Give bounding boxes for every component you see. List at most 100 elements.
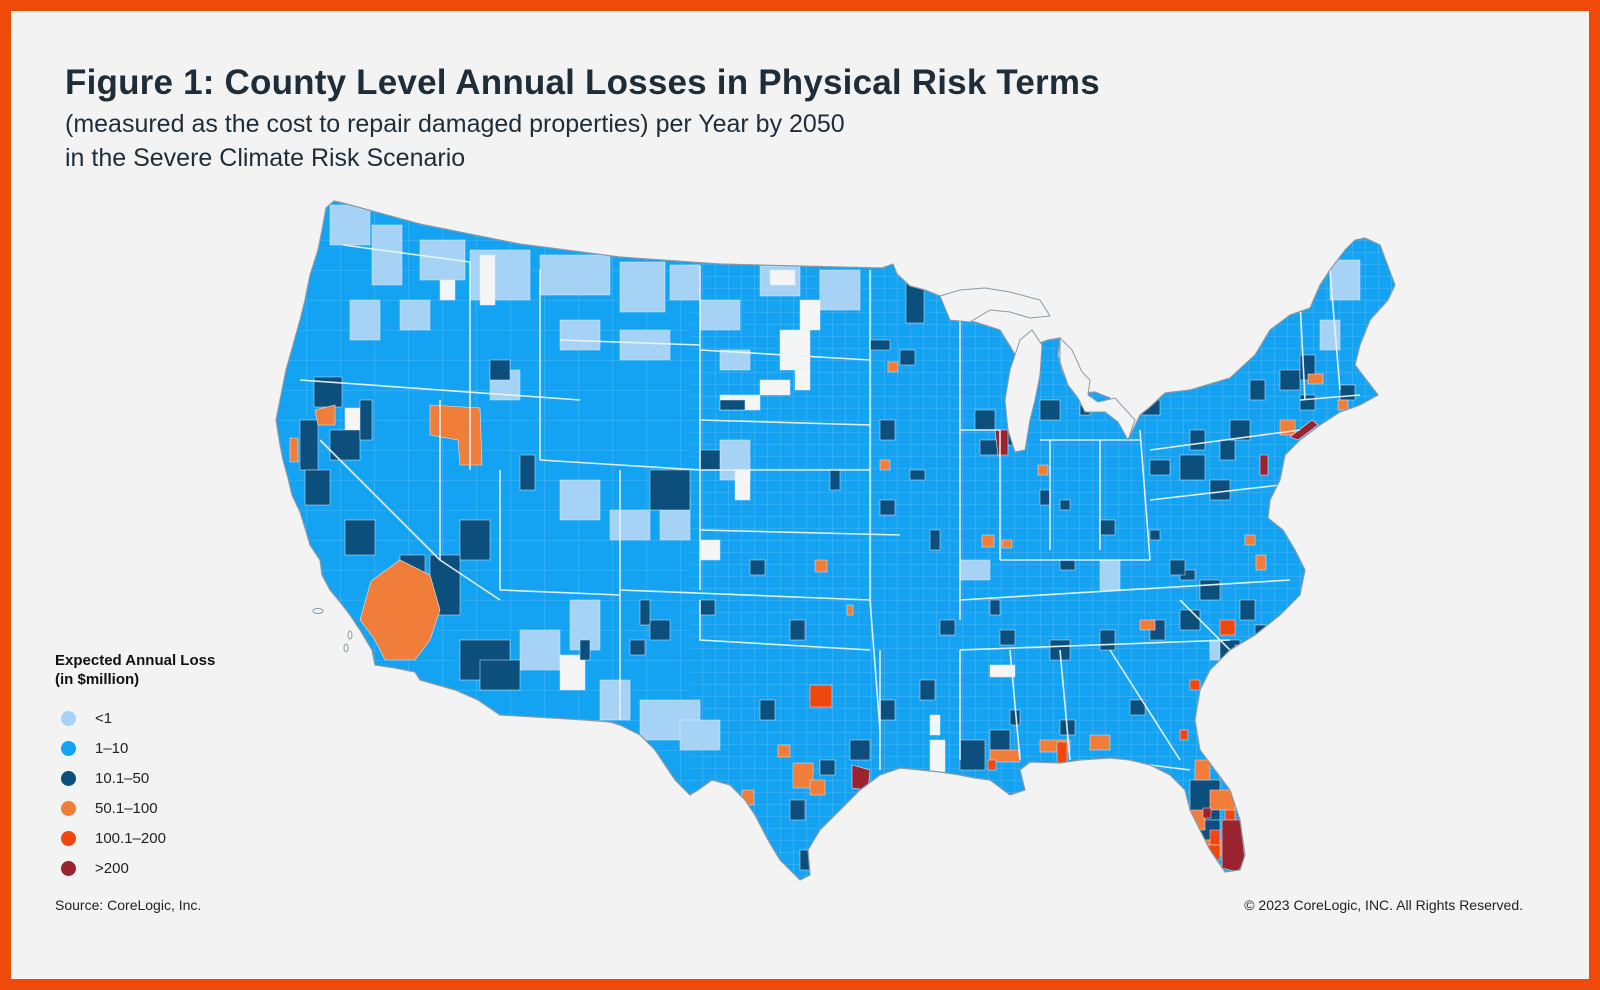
- county-50-100: [1089, 734, 1111, 751]
- county-50-100: [1194, 759, 1211, 781]
- county-gt200-nj: [1259, 454, 1269, 476]
- county-lt1: [819, 269, 861, 311]
- county-lt1: [1329, 259, 1361, 301]
- state-boundary-line: [1149, 429, 1301, 451]
- county-lt1: [619, 261, 666, 313]
- county-no-data: [929, 714, 941, 736]
- us-outline: [275, 200, 1396, 881]
- county-no-data: [439, 279, 456, 301]
- state-boundaries: [299, 244, 1361, 771]
- county-lt1: [349, 299, 381, 341]
- legend-swatch-icon: [61, 800, 76, 816]
- county-50-100: [846, 604, 854, 616]
- county-10-50: [849, 739, 871, 761]
- county-50-100: [1139, 619, 1156, 631]
- county-no-data: [479, 254, 496, 306]
- county-10-50: [479, 659, 521, 691]
- legend-title: Expected Annual Loss (in $million): [55, 651, 215, 689]
- county-lt1: [1229, 699, 1256, 726]
- county-50-100: [1001, 539, 1013, 549]
- county-10-50: [1219, 759, 1241, 781]
- county-10-50: [1299, 394, 1316, 411]
- county-lt1: [679, 719, 721, 751]
- great-lakes: [939, 287, 1136, 453]
- legend-title-line-2: (in $million): [55, 671, 140, 688]
- legend-item-10-50: 10.1–50: [55, 763, 215, 793]
- county-gt200-long-island: [1289, 419, 1319, 441]
- county-10-50: [344, 519, 376, 556]
- county-10-50: [699, 449, 721, 471]
- county-10-50: [1339, 384, 1356, 401]
- county-10-50: [974, 409, 996, 431]
- legend-item-gt200: >200: [55, 853, 215, 883]
- county-10-50: [819, 759, 836, 776]
- county-10-50: [1179, 454, 1206, 481]
- county-50-100: [809, 779, 826, 796]
- state-boundary-line: [959, 579, 1291, 601]
- state-boundary-line: [1179, 599, 1231, 651]
- state-boundary-line: [1139, 429, 1151, 561]
- source-note: Source: CoreLogic, Inc.: [55, 897, 202, 913]
- county-50-100: [777, 744, 791, 758]
- county-10-50: [759, 699, 776, 721]
- county-lt1: [959, 559, 991, 581]
- legend-swatch-icon: [61, 830, 76, 846]
- county-10-50: [579, 639, 591, 661]
- legend-swatch-icon: [61, 770, 76, 786]
- county-gt200: [1202, 807, 1212, 819]
- county-10-50: [999, 629, 1016, 646]
- county-50-100: [1244, 534, 1256, 546]
- county-50-100: [1307, 373, 1324, 385]
- state-boundary-line: [1329, 269, 1341, 391]
- pacific-islands: [312, 608, 353, 653]
- figure-title: Figure 1: County Level Annual Losses in …: [65, 63, 1100, 102]
- county-lt1: [469, 249, 531, 301]
- subtitle-line-1: (measured as the cost to repair damaged …: [65, 110, 845, 138]
- state-boundary-line: [1299, 299, 1306, 401]
- county-50-100-oregon: [429, 404, 483, 466]
- county-10-50: [699, 599, 716, 616]
- county-100-200: [987, 759, 997, 771]
- state-boundary-line: [699, 349, 871, 361]
- lake-michigan: [1004, 329, 1043, 453]
- county-lt1: [371, 224, 403, 286]
- county-10-50: [649, 619, 671, 641]
- county-10-50: [789, 799, 806, 821]
- county-10-50: [649, 469, 691, 511]
- county-50-100: [1335, 484, 1347, 498]
- county-no-data: [929, 739, 946, 776]
- county-no-data: [799, 299, 821, 331]
- county-10-50: [639, 599, 651, 626]
- county-lt1: [599, 679, 631, 721]
- county-10-50: [869, 339, 891, 351]
- county-lt1: [539, 254, 611, 296]
- lake-superior: [939, 287, 1051, 323]
- county-10-50: [749, 559, 766, 576]
- county-100-200: [1219, 619, 1236, 636]
- county-10-50: [1189, 429, 1206, 451]
- county-10-50: [459, 519, 491, 561]
- county-10-50: [959, 739, 986, 771]
- county-10-50: [1229, 419, 1251, 441]
- state-boundary-line: [699, 419, 871, 426]
- county-10-50: [1179, 609, 1201, 631]
- county-10-50: [1149, 459, 1171, 476]
- county-no-data: [794, 369, 811, 391]
- county-10-50: [1099, 519, 1116, 536]
- county-lt1: [699, 299, 741, 331]
- state-boundary-line: [699, 600, 871, 651]
- county-10-50: [359, 399, 373, 441]
- county-10-50: [1059, 499, 1071, 511]
- county-10-50: [989, 599, 1001, 616]
- channel-island: [347, 630, 353, 640]
- county-100-200: [1209, 829, 1221, 846]
- county-50-100-socal: [359, 559, 441, 661]
- county-10-50: [799, 849, 816, 871]
- channel-island: [343, 643, 349, 653]
- legend-item-lt1: <1: [55, 703, 215, 733]
- legend-swatch-icon: [61, 710, 76, 726]
- county-50-100: [741, 789, 755, 806]
- county-lt1: [1099, 559, 1121, 591]
- county-lt1: [719, 349, 751, 371]
- county-50-100: [1255, 554, 1267, 571]
